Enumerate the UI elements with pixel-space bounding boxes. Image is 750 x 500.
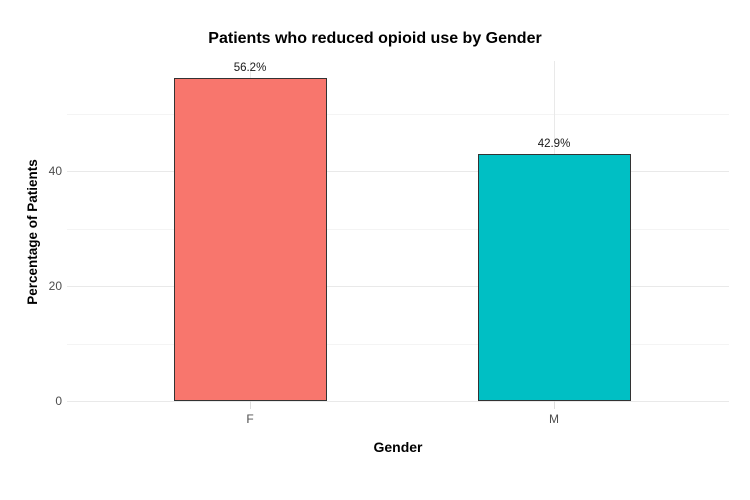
bar-value-label: 42.9% (537, 138, 571, 151)
gridline-y-minor (67, 113, 729, 115)
y-tick-label: 20 (48, 279, 62, 293)
x-tick-label: M (549, 412, 559, 426)
bar-M (477, 154, 631, 401)
y-axis-title: Percentage of Patients (25, 159, 40, 305)
bar-F (173, 77, 327, 401)
x-axis-title: Gender (373, 439, 423, 455)
gridline-y-major (67, 401, 729, 402)
plot-area: 56.2% 42.9% (67, 61, 729, 402)
x-tick-mark (250, 401, 251, 409)
x-tick-label: F (246, 412, 254, 426)
y-tick-label: 40 (48, 164, 62, 178)
gridline-y-minor (67, 343, 729, 345)
chart-title: Patients who reduced opioid use by Gende… (208, 30, 542, 47)
bar-value-label: 56.2% (233, 61, 267, 74)
y-tick-label: 0 (55, 394, 62, 408)
gridline-y-minor (67, 228, 729, 230)
gridline-y-major (67, 171, 729, 172)
x-tick-mark (554, 401, 555, 409)
gridline-y-major (67, 286, 729, 287)
